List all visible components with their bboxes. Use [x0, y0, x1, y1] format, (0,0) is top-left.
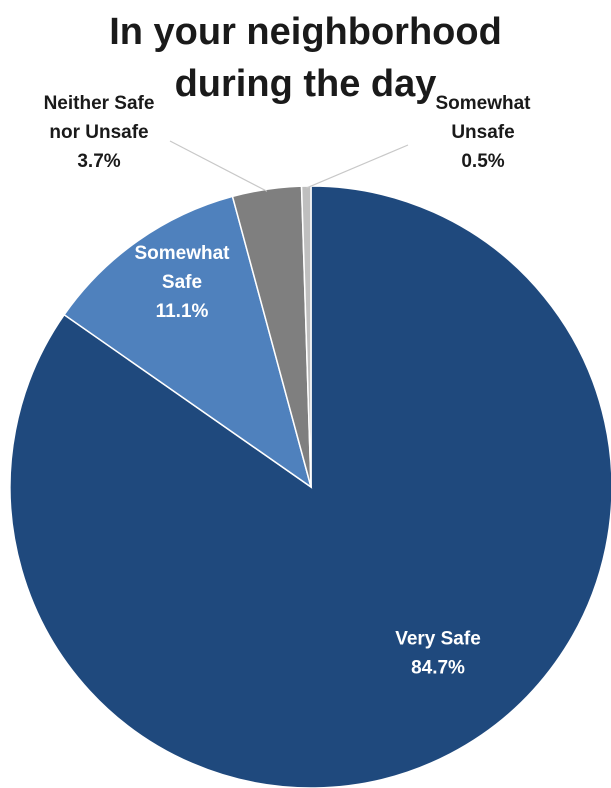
slice-label-very-safe-1: Very Safe: [395, 629, 481, 650]
chart-title: In your neighborhood during the day: [0, 6, 611, 110]
slice-value-very-safe: 84.7%: [411, 658, 465, 679]
slice-labels: Very Safe 84.7% Somewhat Safe 11.1% Neither S…: [44, 93, 532, 679]
pie-slice-somewhat-safe: [63, 195, 313, 489]
slice-label-neither-safe-nor-unsafe-1: Neither Safe: [44, 93, 155, 114]
leader-line-neither-safe-nor-unsafe: [169, 140, 268, 192]
pie-slices: [9, 185, 611, 788]
leader-lines: [169, 140, 409, 192]
slice-value-neither-safe-nor-unsafe: 3.7%: [77, 151, 120, 172]
slice-value-somewhat-safe: 11.1%: [156, 301, 209, 322]
chart-title-line-1: In your neighborhood: [109, 11, 502, 53]
slice-label-somewhat-safe-1: Somewhat: [134, 243, 230, 264]
slice-value-somewhat-unsafe: 0.5%: [461, 151, 504, 172]
slice-label-somewhat-unsafe-2: Unsafe: [451, 122, 514, 143]
slice-label-neither-safe-nor-unsafe-2: nor Unsafe: [49, 122, 148, 143]
leader-line-somewhat-unsafe: [306, 144, 409, 189]
chart-title-line-2: during the day: [174, 63, 437, 105]
slice-label-somewhat-unsafe-1: Somewhat: [435, 93, 531, 114]
slice-label-somewhat-safe-2: Safe: [162, 272, 202, 293]
